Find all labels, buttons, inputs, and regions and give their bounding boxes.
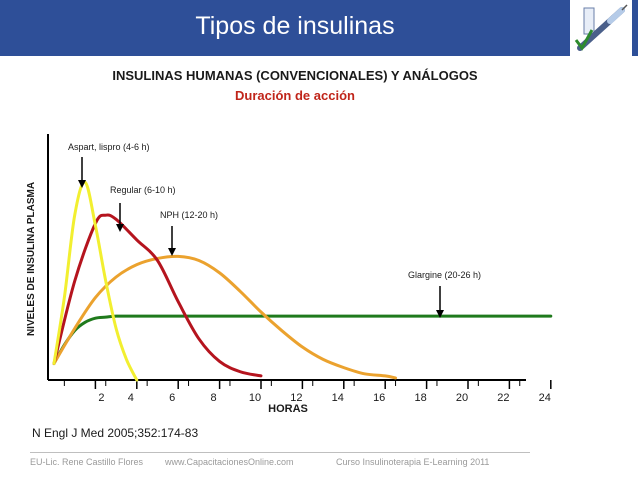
y-axis-label: NIVELES DE INSULINA PLASMA [26, 182, 37, 336]
citation: N Engl J Med 2005;352:174-83 [32, 426, 199, 440]
series-line-aspart [52, 180, 139, 382]
footer-course: Curso Insulinoterapia E-Learning 2011 [336, 457, 490, 467]
footer-divider [30, 452, 530, 453]
x-tick-label: 6 [169, 392, 175, 404]
x-tick-label: 2 [98, 392, 104, 404]
insulin-pen-icon [574, 4, 628, 52]
x-axis-label: HORAS [268, 403, 308, 415]
series-line-regular [52, 213, 263, 378]
slide-title: Tipos de insulinas [195, 12, 395, 40]
footer-author: EU-Lic. Rene Castillo Flores [30, 457, 144, 467]
x-tick-label: 4 [128, 392, 134, 404]
series-line-glargine [52, 314, 553, 366]
x-tick-label: 8 [211, 392, 217, 404]
x-tick-label: 10 [249, 392, 261, 404]
chart-title: INSULINAS HUMANAS (CONVENCIONALES) Y ANÁ… [112, 68, 478, 83]
insulin-pen-logo [570, 0, 632, 56]
annotation-label: Aspart, lispro (4-6 h) [68, 142, 150, 152]
series-line-nph [52, 254, 398, 380]
annotation-arrowhead [168, 248, 176, 256]
footer-website: www.CapacitacionesOnline.com [165, 457, 294, 467]
annotation-label: NPH (12-20 h) [160, 210, 218, 220]
title-bar: Tipos de insulinas [0, 0, 638, 56]
chart-subtitle: Duración de acción [235, 88, 355, 103]
annotation-label: Regular (6-10 h) [110, 185, 176, 195]
annotation-arrowhead [78, 180, 86, 188]
x-tick-label: 16 [373, 392, 385, 404]
x-tick-label: 20 [456, 392, 468, 404]
annotation-arrowhead [436, 310, 444, 318]
annotation-arrowhead [116, 224, 124, 232]
x-tick-label: 22 [497, 392, 509, 404]
x-tick-label: 24 [539, 392, 551, 404]
x-tick-label: 12 [290, 392, 302, 404]
x-tick-label: 14 [332, 392, 344, 404]
x-tick-label: 18 [414, 392, 426, 404]
annotation-label: Glargine (20-26 h) [408, 270, 481, 280]
